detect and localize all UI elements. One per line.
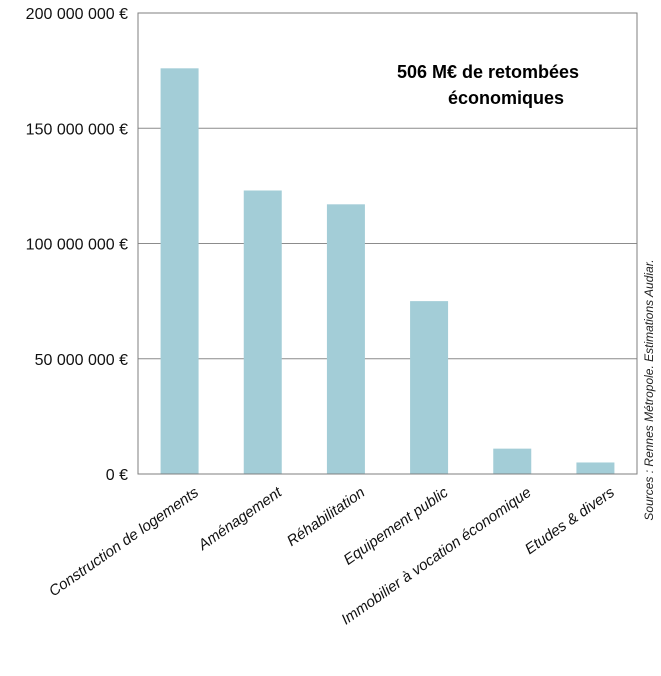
source-note: Sources : Rennes Métropole. Estimations … xyxy=(642,259,656,520)
x-category-label: Construction de logements xyxy=(46,484,202,601)
bar xyxy=(410,301,449,474)
bar xyxy=(576,462,615,474)
plot-frame xyxy=(137,12,638,475)
bar xyxy=(160,68,199,474)
annotation-line-2: économiques xyxy=(448,88,564,108)
bar xyxy=(493,448,532,474)
x-axis-category-labels: Construction de logementsAménagementRéha… xyxy=(46,483,618,628)
bar xyxy=(243,190,282,475)
y-tick-label: 200 000 000 € xyxy=(26,6,128,23)
y-axis-tick-labels: 0 € 50 000 000 € 100 000 000 € 150 000 000 … xyxy=(26,6,128,484)
bar xyxy=(326,204,365,474)
x-category-label: Etudes & divers xyxy=(522,484,618,558)
annotation-line-1: 506 M€ de retombées xyxy=(397,62,579,82)
y-tick-label: 100 000 000 € xyxy=(26,237,128,254)
gridlines xyxy=(138,127,637,360)
x-category-label: Réhabilitation xyxy=(284,484,368,550)
y-tick-label: 50 000 000 € xyxy=(35,352,129,369)
bars xyxy=(160,68,615,475)
x-category-label: Aménagement xyxy=(195,483,286,554)
y-tick-label: 150 000 000 € xyxy=(26,121,128,138)
y-tick-label: 0 € xyxy=(106,467,128,484)
